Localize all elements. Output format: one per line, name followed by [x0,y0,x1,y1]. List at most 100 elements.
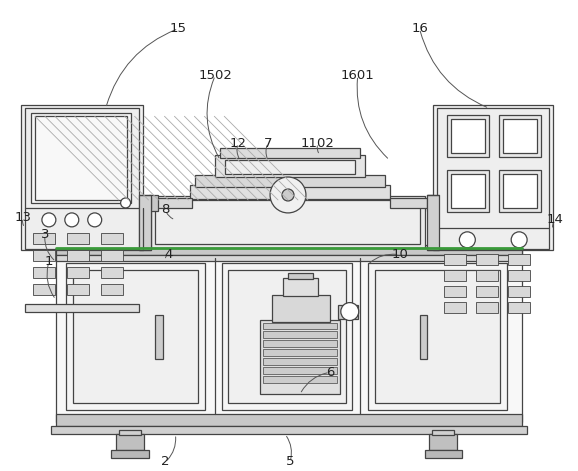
Bar [260,319,340,394]
Bar [447,170,489,212]
Circle shape [88,213,102,227]
Bar [263,323,337,330]
Bar [390,198,429,208]
Text: 2: 2 [161,455,170,469]
Bar [223,263,352,410]
Bar [33,267,55,278]
Circle shape [121,198,131,208]
Bar [444,254,466,265]
Bar [131,197,150,209]
Bar [101,284,123,295]
Bar [67,267,89,278]
Text: 6: 6 [325,366,334,379]
Bar [476,254,498,265]
Bar [21,106,143,250]
Circle shape [42,213,56,227]
Text: 12: 12 [229,137,247,150]
Circle shape [282,189,294,201]
Bar [503,174,537,208]
Bar [25,304,139,311]
Text: 1502: 1502 [198,69,232,82]
Bar [66,263,205,410]
Text: 10: 10 [391,248,408,261]
Bar [444,285,466,297]
Bar [451,119,486,153]
Bar [228,270,346,403]
Bar [139,195,150,250]
Bar [195,175,384,187]
Circle shape [511,232,527,248]
Bar [434,106,553,250]
Bar [429,434,457,450]
Bar [508,285,530,297]
Bar [73,270,198,403]
Bar [67,250,89,261]
Bar [263,341,337,348]
Bar [444,270,466,281]
Bar [149,195,158,211]
Text: 15: 15 [170,22,187,35]
Circle shape [65,213,79,227]
Bar [56,248,522,422]
Text: 16: 16 [411,22,428,35]
Bar [118,430,140,435]
Bar [263,376,337,383]
Bar [25,108,139,249]
Bar [56,414,522,426]
Bar [476,301,498,313]
Bar [101,250,123,261]
Text: 5: 5 [286,455,294,469]
Bar [220,148,360,158]
Text: 1102: 1102 [301,137,335,150]
Bar [432,430,454,435]
Bar [67,284,89,295]
Bar [101,267,123,278]
Text: 4: 4 [164,248,173,261]
Bar [447,115,489,157]
Bar [444,301,466,313]
Text: 13: 13 [14,211,31,224]
Bar [116,434,143,450]
Bar [35,116,127,200]
Bar [56,245,522,255]
Bar [33,250,55,261]
Bar [272,295,330,322]
Bar [424,450,462,458]
Bar [476,270,498,281]
Bar [508,270,530,281]
Bar [375,270,500,403]
Text: 14: 14 [547,213,564,227]
Bar [428,195,439,250]
Bar [33,233,55,244]
Bar [263,349,337,357]
Bar [118,199,132,207]
Bar [190,185,390,199]
Circle shape [341,302,359,321]
Text: 8: 8 [161,203,169,216]
Bar [451,174,486,208]
Text: 1601: 1601 [341,69,375,82]
Bar [283,278,318,296]
Bar [51,426,527,434]
Bar [438,108,549,249]
Bar [263,367,337,374]
Text: 3: 3 [40,228,49,241]
Bar [420,315,428,359]
Bar [33,284,55,295]
Bar [153,198,192,208]
Bar [499,170,541,212]
Bar [215,155,365,177]
Circle shape [270,177,306,213]
Bar [263,332,337,339]
Bar [263,358,337,365]
Bar [508,301,530,313]
Bar [155,200,420,244]
Bar [155,315,164,359]
Bar [476,285,498,297]
Text: 1: 1 [45,255,53,268]
Circle shape [460,232,475,248]
Bar [508,254,530,265]
Bar [150,196,424,248]
Bar [368,263,507,410]
Text: 7: 7 [264,137,272,150]
